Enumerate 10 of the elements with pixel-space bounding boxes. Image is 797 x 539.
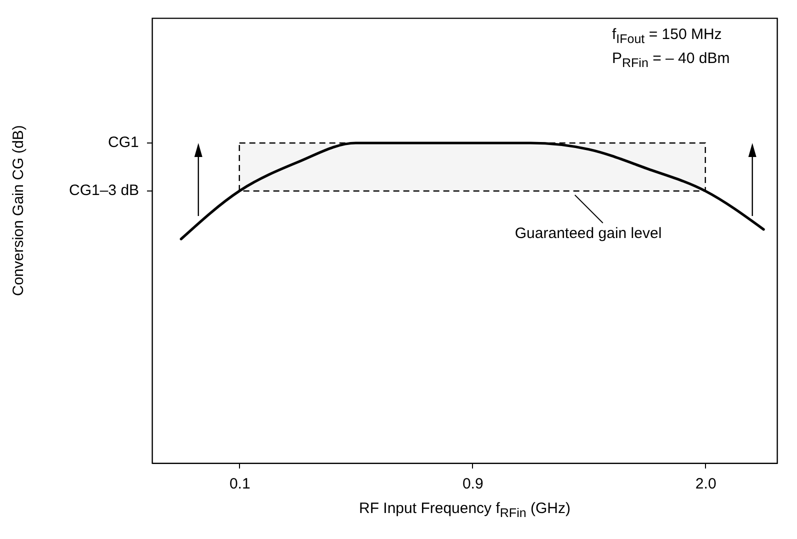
text: P$_{RFin}$ = – 40 dBm — [612, 50, 730, 72]
x-tick-label: 0.1 — [229, 476, 250, 492]
x-tick-label: 2.0 — [695, 476, 716, 492]
x-tick-label: 0.9 — [462, 476, 484, 492]
text: CG1 — [108, 134, 139, 152]
x-axis-title: RF Input Frequency f$_{RFin}$ (GHz) — [359, 500, 570, 522]
text: f$_{IFout}$ = 150 MHz — [612, 26, 722, 48]
text: Conversion Gain CG (dB) — [10, 125, 28, 296]
text: CG1–3 dB — [69, 182, 140, 200]
legend-label: Guaranteed gain level — [514, 225, 662, 243]
